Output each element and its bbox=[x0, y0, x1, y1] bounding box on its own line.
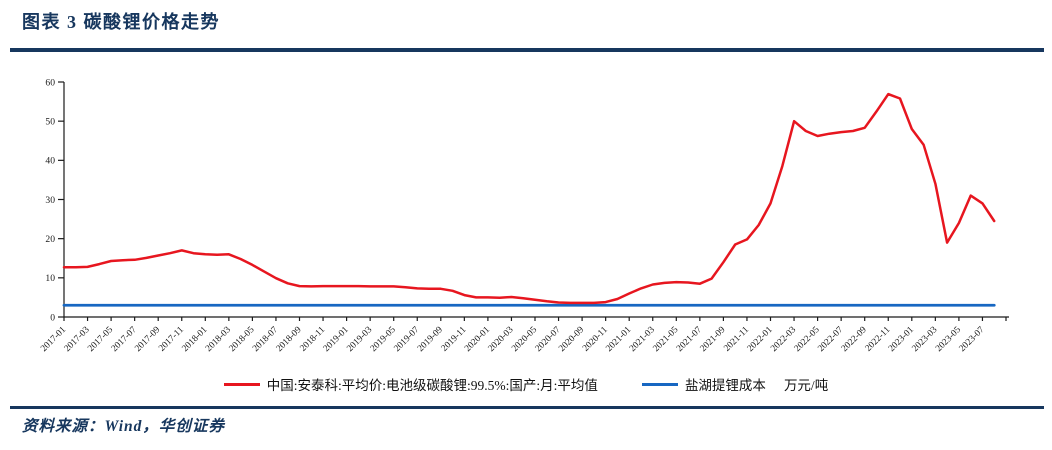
legend-unit-label: 万元/吨 bbox=[783, 378, 829, 393]
legend-label-battery-grade-price: 中国:安泰科:平均价:电池级碳酸锂:99.5%:国产:月:平均值 bbox=[266, 378, 598, 393]
svg-text:2018-09: 2018-09 bbox=[275, 325, 304, 354]
svg-text:10: 10 bbox=[45, 273, 55, 284]
red-line-swatch-icon bbox=[223, 382, 260, 386]
svg-text:2021-09: 2021-09 bbox=[699, 325, 728, 354]
legend-item-battery-grade-price: 中国:安泰科:平均价:电池级碳酸锂:99.5%:国产:月:平均值 bbox=[223, 374, 598, 394]
svg-text:2019-09: 2019-09 bbox=[416, 325, 445, 354]
battery-grade-price-line bbox=[62, 92, 996, 305]
price-trend-chart-svg: 0 10 20 30 40 50 60 2017-012017-032017-052017-0… bbox=[39, 77, 1009, 354]
legend-item-salt-lake-cost: 盐湖提锂成本 bbox=[641, 374, 766, 394]
chart-axes bbox=[63, 82, 1009, 318]
x-axis-ticks: 2017-012017-032017-052017-072017-092017-… bbox=[39, 317, 1007, 354]
svg-text:0: 0 bbox=[50, 312, 55, 323]
svg-text:40: 40 bbox=[45, 156, 55, 167]
chart-area: 0 10 20 30 40 50 60 2017-01 2017-03 2017-05 2017-0… bbox=[22, 60, 1032, 372]
source-note: 资料来源：Wind，华创证券 bbox=[22, 418, 225, 435]
y-axis-ticks: 0 10 20 30 40 50 60 bbox=[45, 77, 64, 323]
svg-text:2020-09: 2020-09 bbox=[557, 325, 586, 354]
svg-text:2017-09: 2017-09 bbox=[133, 325, 162, 354]
svg-text:60: 60 bbox=[45, 77, 55, 88]
blue-line-swatch-icon bbox=[641, 382, 678, 386]
footer-rule bbox=[10, 406, 1044, 409]
legend-label-salt-lake-cost: 盐湖提锂成本 bbox=[684, 378, 766, 393]
svg-text:50: 50 bbox=[45, 117, 55, 128]
chart-legend: 中国:安泰科:平均价:电池级碳酸锂:99.5%:国产:月:平均值 盐湖提锂成本 … bbox=[0, 373, 1052, 395]
svg-text:20: 20 bbox=[45, 234, 55, 245]
figure-title: 图表 3 碳酸锂价格走势 bbox=[22, 12, 220, 32]
svg-text:2023-07: 2023-07 bbox=[958, 325, 987, 354]
title-rule bbox=[10, 48, 1044, 52]
svg-text:2022-09: 2022-09 bbox=[840, 325, 869, 354]
svg-text:30: 30 bbox=[45, 195, 55, 206]
